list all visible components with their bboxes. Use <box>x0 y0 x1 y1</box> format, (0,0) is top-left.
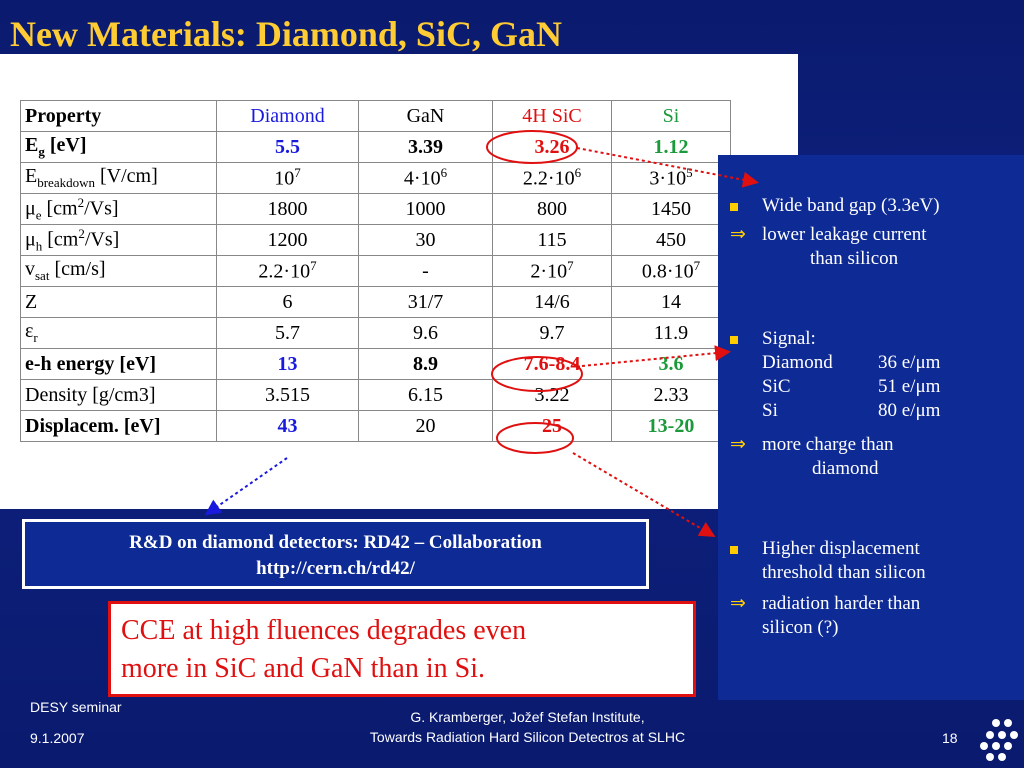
arrow-gap <box>576 147 759 188</box>
cell-gan: 6.15 <box>358 379 493 411</box>
circle-sic-eh <box>491 356 583 392</box>
slide-title: New Materials: Diamond, SiC, GaN <box>10 14 562 54</box>
arrow-signal <box>581 345 731 367</box>
cell-si: 0.8·107 <box>611 255 731 287</box>
row-label: Density [g/cm3] <box>20 379 217 411</box>
footer-event: DESY seminar <box>30 699 122 715</box>
properties-table: Property Diamond GaN 4H SiC Si Eg [eV] 5… <box>20 100 731 442</box>
cell-diamond: 1200 <box>216 224 359 256</box>
rd42-title: R&D on diamond detectors: RD42 – Collabo… <box>129 532 542 553</box>
header-si: Si <box>611 100 731 132</box>
cell-sic: 2.2·106 <box>492 162 612 194</box>
cell-si: 1450 <box>611 193 731 225</box>
cell-gan: 30 <box>358 224 493 256</box>
cell-si: 3·105 <box>611 162 731 194</box>
cell-sic: 115 <box>492 224 612 256</box>
notes-panel <box>718 155 1024 700</box>
cell-diamond: 13 <box>216 348 359 380</box>
footer-author: G. Kramberger, Jožef Stefan Institute, <box>410 709 645 725</box>
cell-gan: 20 <box>358 410 493 442</box>
row-label: Z <box>20 286 217 318</box>
rd42-link[interactable]: http://cern.ch/rd42/ <box>256 558 415 579</box>
row-label: Displacem. [eV] <box>20 410 217 442</box>
table-row: e-h energy [eV] 13 8.9 7.6-8.4 3.6 <box>20 348 731 380</box>
cell-gan: 31/7 <box>358 286 493 318</box>
page-number: 18 <box>942 730 958 746</box>
row-label: εr <box>20 317 217 349</box>
cce-line-2: more in SiC and GaN than in Si. <box>121 653 485 684</box>
cce-callout: CCE at high fluences degrades even more … <box>108 601 696 697</box>
row-label: Eg [eV] <box>20 131 217 163</box>
header-gan: GaN <box>358 100 493 132</box>
cell-gan: 9.6 <box>358 317 493 349</box>
cell-diamond: 2.2·107 <box>216 255 359 287</box>
table-row: εr 5.7 9.6 9.7 11.9 <box>20 317 731 349</box>
table-row: Displacem. [eV] 43 20 25 13-20 <box>20 410 731 442</box>
arrow-rd42 <box>204 457 288 516</box>
cell-si: 450 <box>611 224 731 256</box>
bullet-more-charge: ⇒ more charge than diamond <box>730 434 894 479</box>
circle-sic-displ <box>496 422 574 454</box>
circle-sic-gap <box>486 130 578 164</box>
square-bullet-icon <box>730 327 738 351</box>
table-header-row: Property Diamond GaN 4H SiC Si <box>20 100 731 132</box>
cell-si: 13-20 <box>611 410 731 442</box>
row-label: Ebreakdown [V/cm] <box>20 162 217 194</box>
table-row: Ebreakdown [V/cm] 107 4·106 2.2·106 3·10… <box>20 162 731 194</box>
rd42-box: R&D on diamond detectors: RD42 – Collabo… <box>22 519 649 589</box>
row-label: μh [cm2/Vs] <box>20 224 217 256</box>
double-arrow-icon: ⇒ <box>730 434 746 455</box>
table-row: μe [cm2/Vs] 1800 1000 800 1450 <box>20 193 731 225</box>
bullet-leakage: ⇒ lower leakage current than silicon <box>730 224 927 269</box>
row-label: e-h energy [eV] <box>20 348 217 380</box>
bullet-signal: Signal: Diamond 36 e/μm SiC 51 e/μm Si 8… <box>730 327 1020 427</box>
square-bullet-icon <box>730 194 738 218</box>
footer-date: 9.1.2007 <box>30 730 85 746</box>
bullet-radiation-harder: ⇒ radiation harder than silicon (?) <box>730 593 921 638</box>
table-row: Z 6 31/7 14/6 14 <box>20 286 731 318</box>
footer-talk-title: Towards Radiation Hard Silicon Detectros… <box>369 729 686 745</box>
arrow-displacement <box>572 452 716 538</box>
cell-si: 3.6 <box>611 348 731 380</box>
cell-diamond: 107 <box>216 162 359 194</box>
bullet-displacement: Higher displacement threshold than silic… <box>730 537 1020 585</box>
cell-sic: 7.6-8.4 <box>492 348 612 380</box>
cce-line-1: CCE at high fluences degrades even <box>121 615 527 646</box>
square-bullet-icon <box>730 537 738 561</box>
cell-gan: 1000 <box>358 193 493 225</box>
institute-logo-icon <box>980 719 1018 761</box>
cell-diamond: 43 <box>216 410 359 442</box>
header-property: Property <box>20 100 217 132</box>
table-row: vsat [cm/s] 2.2·107 - 2·107 0.8·107 <box>20 255 731 287</box>
cell-sic: 800 <box>492 193 612 225</box>
double-arrow-icon: ⇒ <box>730 593 746 614</box>
double-arrow-icon: ⇒ <box>730 224 746 245</box>
bullet-wide-band-gap: Wide band gap (3.3eV) <box>730 194 1020 218</box>
cell-diamond: 3.515 <box>216 379 359 411</box>
cell-diamond: 6 <box>216 286 359 318</box>
table-row: μh [cm2/Vs] 1200 30 115 450 <box>20 224 731 256</box>
